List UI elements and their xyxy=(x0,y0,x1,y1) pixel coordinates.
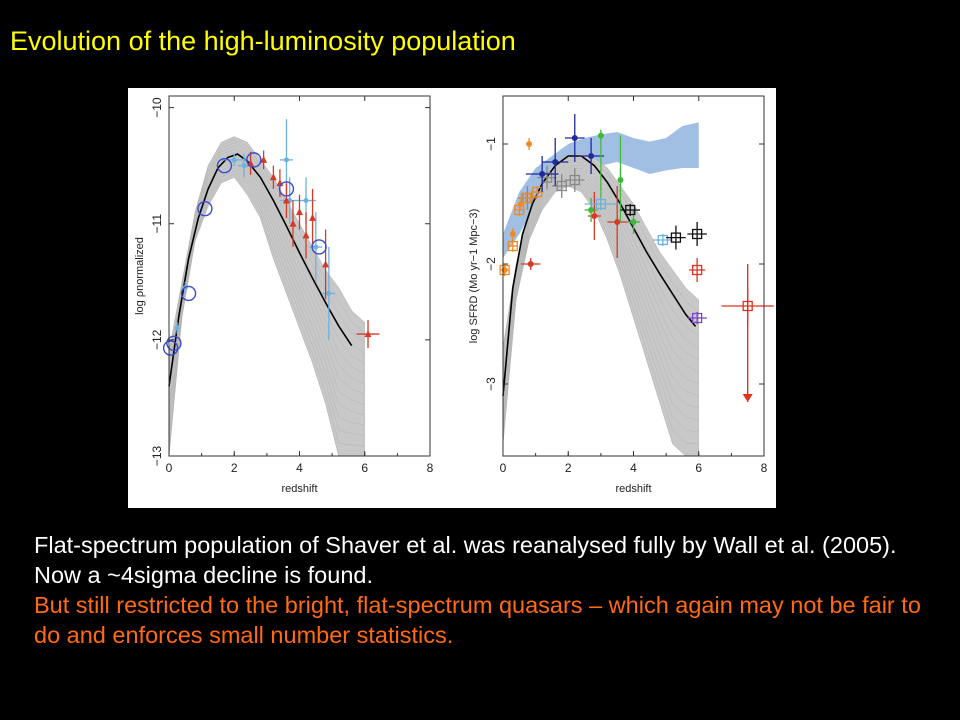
grey-square-point xyxy=(556,180,567,192)
y-tick-label: −1 xyxy=(484,137,498,151)
x-tick-label: 2 xyxy=(565,461,572,475)
model-realization xyxy=(168,155,365,400)
y-tick-label: −13 xyxy=(150,445,164,466)
green-point xyxy=(588,207,595,213)
y-tick-label: −2 xyxy=(484,257,498,271)
figure-panel: 0 2 4 6 8 −10 −11 −12 −13 redshift log ρnormalized… xyxy=(128,88,776,508)
black-square-point xyxy=(670,232,682,243)
y-axis-label: log ρnormalized xyxy=(134,237,146,315)
darkblue-point xyxy=(588,153,595,159)
model-realization xyxy=(168,167,365,432)
caption: Flat-spectrum population of Shaver et al… xyxy=(34,530,944,650)
lightblue-point xyxy=(231,157,237,163)
orange-point xyxy=(509,231,516,237)
red-triangle-point xyxy=(364,330,372,338)
open-circle-point xyxy=(311,239,327,255)
red-triangle-point xyxy=(282,196,290,204)
model-realization xyxy=(168,176,365,457)
x-tick-label: 8 xyxy=(427,461,434,475)
x-tick-label: 8 xyxy=(761,461,768,475)
y-tick-label: −11 xyxy=(150,214,164,234)
caption-main: Flat-spectrum population of Shaver et al… xyxy=(34,532,897,588)
green-point xyxy=(617,177,624,183)
lightblue-point xyxy=(326,290,332,296)
model-realization xyxy=(168,136,365,352)
red-triangle-point xyxy=(289,219,297,227)
model-realization xyxy=(502,183,699,445)
y-tick-label: −10 xyxy=(150,97,164,118)
x-tick-label: 6 xyxy=(695,461,702,475)
caption-highlight: But still restricted to the bright, flat… xyxy=(34,592,921,648)
model-realization xyxy=(502,178,699,422)
black-square-point xyxy=(691,228,703,240)
grey-square-point xyxy=(569,174,580,186)
open-circle-point xyxy=(216,157,233,174)
open-circle-point xyxy=(246,152,262,168)
open-circle-point xyxy=(166,335,182,352)
lightblue-point xyxy=(283,157,289,163)
x-axis-label: redshift xyxy=(281,483,317,495)
red-point xyxy=(527,261,534,267)
darkblue-point xyxy=(571,135,578,141)
green-point xyxy=(597,132,604,139)
black-square-point xyxy=(625,204,636,216)
red-triangle-point xyxy=(269,173,277,181)
purple-square-point xyxy=(691,312,703,324)
lightblue-square-point xyxy=(657,234,669,246)
lightblue-point xyxy=(313,244,319,250)
y-axis-label: log SFRD (Mo yr−1 Mpc−3) xyxy=(468,209,480,343)
model-realization xyxy=(502,185,699,457)
model-realization xyxy=(168,142,365,368)
orange-point xyxy=(526,141,533,147)
model-realization xyxy=(168,139,365,360)
red-triangle-point xyxy=(260,155,268,163)
upper-limit-arrow-head xyxy=(742,394,753,402)
open-circle-point xyxy=(197,200,213,217)
red-point xyxy=(614,219,621,225)
red-triangle-point xyxy=(309,213,317,221)
lightblue-point xyxy=(241,163,247,169)
x-tick-label: 0 xyxy=(166,461,173,475)
x-tick-label: 4 xyxy=(296,461,303,475)
orange-square-point xyxy=(507,240,518,252)
open-circle-point xyxy=(278,181,295,197)
model-realization xyxy=(168,164,365,424)
x-tick-label: 0 xyxy=(500,461,507,475)
model-realization xyxy=(168,170,365,440)
darkblue-point xyxy=(552,159,559,165)
blue-envelope-band xyxy=(503,122,699,259)
red-point xyxy=(591,213,598,219)
orange-point xyxy=(517,201,524,207)
red-triangle-point xyxy=(302,231,310,239)
lightblue-square-point xyxy=(595,198,607,210)
lightblue-point xyxy=(174,325,180,331)
x-tick-label: 2 xyxy=(231,461,238,475)
x-tick-label: 4 xyxy=(630,461,637,475)
darkblue-point xyxy=(539,171,546,177)
y-tick-label: −3 xyxy=(484,377,498,391)
open-circle-point xyxy=(180,285,197,302)
red-triangle-point xyxy=(296,208,303,216)
green-point xyxy=(630,219,637,225)
x-axis-label: redshift xyxy=(615,483,651,495)
model-realization xyxy=(168,173,365,448)
x-tick-label: 6 xyxy=(361,461,368,475)
y-tick-label: −12 xyxy=(150,329,164,350)
best-fit-line xyxy=(502,155,697,397)
red-triangle-point xyxy=(322,260,330,268)
slide-title: Evolution of the high-luminosity populat… xyxy=(10,26,516,56)
lightblue-point xyxy=(303,198,309,204)
open-circle-point xyxy=(162,340,179,356)
crimson-square-point xyxy=(691,264,703,276)
